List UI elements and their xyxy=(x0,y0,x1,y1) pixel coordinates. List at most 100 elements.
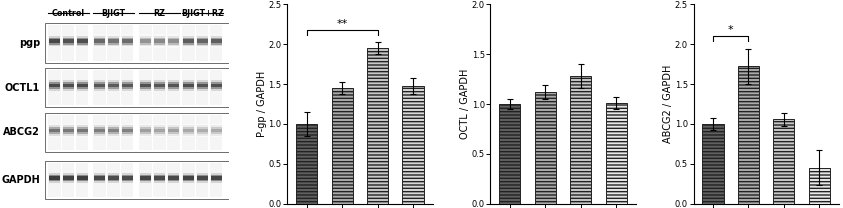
Bar xyxy=(94,25,105,61)
Bar xyxy=(154,89,165,91)
Bar xyxy=(196,87,208,89)
Bar xyxy=(196,82,208,84)
Bar xyxy=(107,115,120,150)
Bar xyxy=(140,130,151,132)
Bar xyxy=(94,178,105,180)
Bar xyxy=(183,79,194,80)
Bar xyxy=(167,25,180,61)
Bar xyxy=(121,130,133,132)
Bar xyxy=(211,134,222,136)
Bar xyxy=(211,39,222,41)
Bar xyxy=(183,46,194,48)
Bar xyxy=(77,39,88,41)
Bar xyxy=(168,180,179,181)
Bar xyxy=(48,115,61,150)
Bar xyxy=(140,173,151,175)
Bar xyxy=(196,34,208,36)
Bar xyxy=(94,176,105,178)
Bar xyxy=(77,127,88,129)
Bar xyxy=(108,181,119,183)
Bar xyxy=(108,36,119,38)
Bar xyxy=(154,171,165,173)
Bar xyxy=(121,41,133,43)
Bar xyxy=(196,43,208,45)
Bar xyxy=(211,79,222,80)
Bar xyxy=(211,34,222,36)
Bar xyxy=(108,171,119,173)
Bar xyxy=(62,34,74,36)
Bar xyxy=(49,124,60,125)
Bar xyxy=(94,136,105,137)
Bar xyxy=(107,163,120,197)
Bar xyxy=(168,183,179,185)
Bar xyxy=(183,183,194,185)
Bar xyxy=(94,79,105,80)
Bar xyxy=(154,183,165,185)
Bar xyxy=(62,41,74,43)
Bar xyxy=(94,36,105,38)
Bar xyxy=(94,183,105,185)
Bar xyxy=(121,136,133,137)
Bar xyxy=(108,176,119,178)
Bar xyxy=(154,136,165,137)
Bar xyxy=(48,163,61,197)
Bar xyxy=(211,180,222,181)
Bar xyxy=(140,178,151,180)
Bar xyxy=(49,87,60,89)
Bar xyxy=(49,136,60,137)
Bar xyxy=(773,119,794,204)
Bar xyxy=(94,127,105,129)
Bar xyxy=(154,84,165,85)
Bar xyxy=(183,127,194,129)
Bar xyxy=(154,134,165,136)
Bar xyxy=(196,89,208,91)
Bar xyxy=(121,85,133,87)
Bar xyxy=(183,134,194,136)
Bar xyxy=(154,130,165,132)
Bar xyxy=(121,34,133,36)
Bar xyxy=(49,41,60,43)
Bar xyxy=(154,180,165,181)
Bar xyxy=(140,87,151,89)
Bar xyxy=(62,46,74,48)
Bar xyxy=(140,124,151,125)
Bar xyxy=(121,91,133,92)
Bar xyxy=(121,173,133,175)
Bar xyxy=(196,46,208,48)
Bar xyxy=(77,171,88,173)
Bar xyxy=(77,36,88,38)
Bar xyxy=(154,43,165,45)
Bar xyxy=(121,132,133,134)
Bar xyxy=(62,79,74,80)
Bar xyxy=(121,89,133,91)
Bar xyxy=(154,176,165,178)
Bar xyxy=(196,85,208,87)
Bar xyxy=(211,36,222,38)
Bar xyxy=(77,183,88,185)
Bar xyxy=(49,91,60,92)
Bar xyxy=(77,46,88,48)
Bar xyxy=(140,129,151,130)
Bar xyxy=(77,125,88,127)
Bar xyxy=(108,45,119,46)
Bar xyxy=(77,134,88,136)
Bar xyxy=(211,125,222,127)
Bar xyxy=(168,46,179,48)
Bar xyxy=(49,85,60,87)
Bar xyxy=(77,45,88,46)
Bar xyxy=(153,70,166,105)
Bar xyxy=(49,183,60,185)
Bar xyxy=(154,181,165,183)
Bar xyxy=(62,91,74,92)
Bar xyxy=(94,39,105,41)
Bar xyxy=(49,175,60,176)
Bar xyxy=(108,91,119,92)
Bar xyxy=(108,82,119,84)
Bar xyxy=(140,134,151,136)
Bar xyxy=(49,82,60,84)
Bar xyxy=(77,85,88,87)
Bar xyxy=(62,85,74,87)
Bar xyxy=(140,89,151,91)
Bar xyxy=(49,127,60,129)
Bar xyxy=(77,87,88,89)
